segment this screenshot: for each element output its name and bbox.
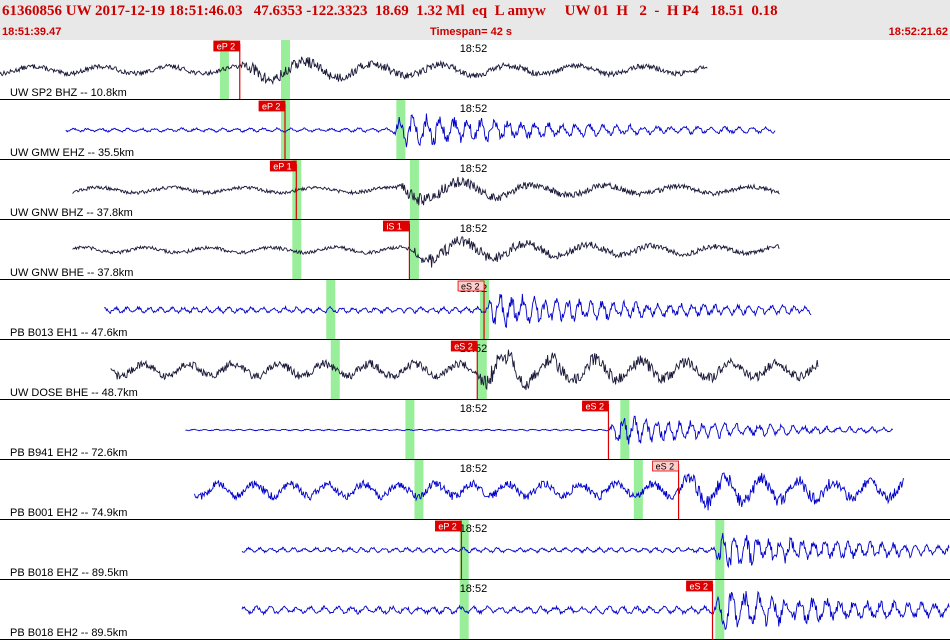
trace-station-label: UW GNW BHZ -- 37.8km	[10, 207, 133, 219]
waveform-line	[241, 533, 950, 569]
pick-window-band	[414, 460, 424, 520]
pick-label: eP 2	[217, 42, 235, 52]
minute-mark-label: 18:52	[460, 43, 488, 55]
waveform-line	[65, 113, 776, 148]
trace-station-label: PB B001 EH2 -- 74.9km	[10, 507, 127, 519]
end-time-label: 18:52:21.62	[888, 26, 948, 38]
waveform-line	[103, 293, 812, 329]
pick-window-band	[409, 160, 419, 220]
event-header: 61360856 UW 2017-12-19 18:51:46.03 47.63…	[0, 0, 950, 40]
pick-window-band	[396, 100, 406, 160]
trace-station-label: UW GNW BHE -- 37.8km	[10, 267, 133, 279]
pick-label: eP 2	[438, 522, 456, 532]
trace-panel[interactable]: 18:52 eP 1 UW GNW BHZ -- 37.8km	[0, 160, 950, 220]
waveform-line	[72, 176, 780, 206]
pick-window-band	[477, 340, 487, 400]
waveform-line	[0, 56, 708, 86]
event-summary-line: 61360856 UW 2017-12-19 18:51:46.03 47.63…	[2, 3, 778, 19]
seismogram-plot[interactable]: 18:52 eP 2 UW SP2 BHZ -- 10.8km 18:52 eP 2 UW…	[0, 40, 950, 640]
pick-label-box	[652, 460, 679, 472]
trace-panel[interactable]: 18:52 iS 1 UW GNW BHE -- 37.8km	[0, 220, 950, 280]
trace-station-label: UW DOSE BHE -- 48.7km	[10, 387, 138, 399]
pick-label-box	[582, 400, 609, 412]
trace-station-label: PB B013 EH1 -- 47.6km	[10, 327, 127, 339]
minute-mark-label: 18:52	[460, 163, 488, 175]
trace-panel[interactable]: 18:52 eP 2 UW SP2 BHZ -- 10.8km	[0, 40, 950, 100]
trace-station-label: PB B018 EH2 -- 89.5km	[10, 627, 127, 639]
trace-station-label: PB B941 EH2 -- 72.6km	[10, 447, 127, 459]
pick-window-band	[633, 460, 643, 520]
pick-label-box	[457, 280, 485, 292]
pick-label-box	[213, 40, 241, 52]
minute-mark-label: 18:52	[460, 463, 488, 475]
trace-station-label: PB B018 EHZ -- 89.5km	[10, 567, 128, 579]
trace-panel[interactable]: 18:52 eP 2 UW GMW EHZ -- 35.5km	[0, 100, 950, 160]
pick-window-band	[459, 520, 469, 580]
pick-label: eS 2	[585, 402, 604, 412]
waveform-line	[185, 415, 894, 445]
waveform-line	[194, 472, 905, 511]
trace-panel[interactable]: 18:52 eS 2 PB B001 EH2 -- 74.9km	[0, 460, 950, 520]
trace-station-label: UW SP2 BHZ -- 10.8km	[10, 87, 127, 99]
minute-mark-label: 18:52	[460, 223, 488, 235]
pick-window-band	[715, 520, 725, 580]
start-time-label: 18:51:39.47	[2, 26, 62, 38]
waveform-line	[110, 349, 819, 391]
pick-label-box	[435, 520, 462, 532]
trace-station-label: UW GMW EHZ -- 35.5km	[10, 147, 134, 159]
trace-panel[interactable]: 18:52 eS 2 PB B018 EH2 -- 89.5km	[0, 580, 950, 640]
pick-label: eS 2	[656, 462, 675, 472]
trace-panel[interactable]: 18:52 eS 2 PB B941 EH2 -- 72.6km	[0, 400, 950, 460]
pick-window-band	[292, 220, 302, 280]
pick-label-box	[269, 160, 297, 172]
pick-label: eP 1	[273, 162, 291, 172]
pick-label-box	[258, 100, 286, 112]
minute-mark-label: 18:52	[460, 523, 488, 535]
pick-label: iS 1	[386, 222, 402, 232]
trace-panel[interactable]: 18:52 eP 2 PB B018 EHZ -- 89.5km	[0, 520, 950, 580]
pick-window-band	[326, 280, 336, 340]
timespan-label: Timespan= 42 s	[430, 26, 513, 38]
minute-mark-label: 18:52	[460, 103, 488, 115]
pick-label-box	[686, 580, 713, 592]
pick-label-box	[450, 340, 478, 352]
minute-mark-label: 18:52	[460, 583, 488, 595]
pick-label: eP 2	[262, 102, 280, 112]
pick-label: eS 2	[690, 582, 709, 592]
minute-mark-label: 18:52	[460, 403, 488, 415]
pick-label: eS 2	[454, 342, 473, 352]
pick-window-band	[620, 400, 630, 460]
pick-label: eS 2	[461, 282, 480, 292]
waveform-line	[72, 236, 780, 268]
pick-label-box	[383, 220, 410, 232]
waveform-line	[241, 590, 950, 631]
